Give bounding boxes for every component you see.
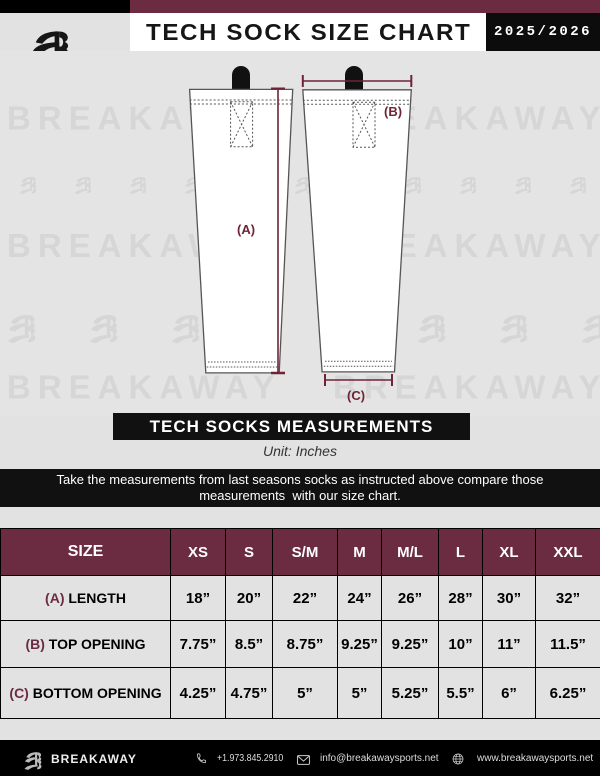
svg-text:(A): (A)	[237, 222, 255, 237]
svg-text:(B): (B)	[384, 104, 402, 119]
svg-text:(C): (C)	[347, 388, 365, 403]
